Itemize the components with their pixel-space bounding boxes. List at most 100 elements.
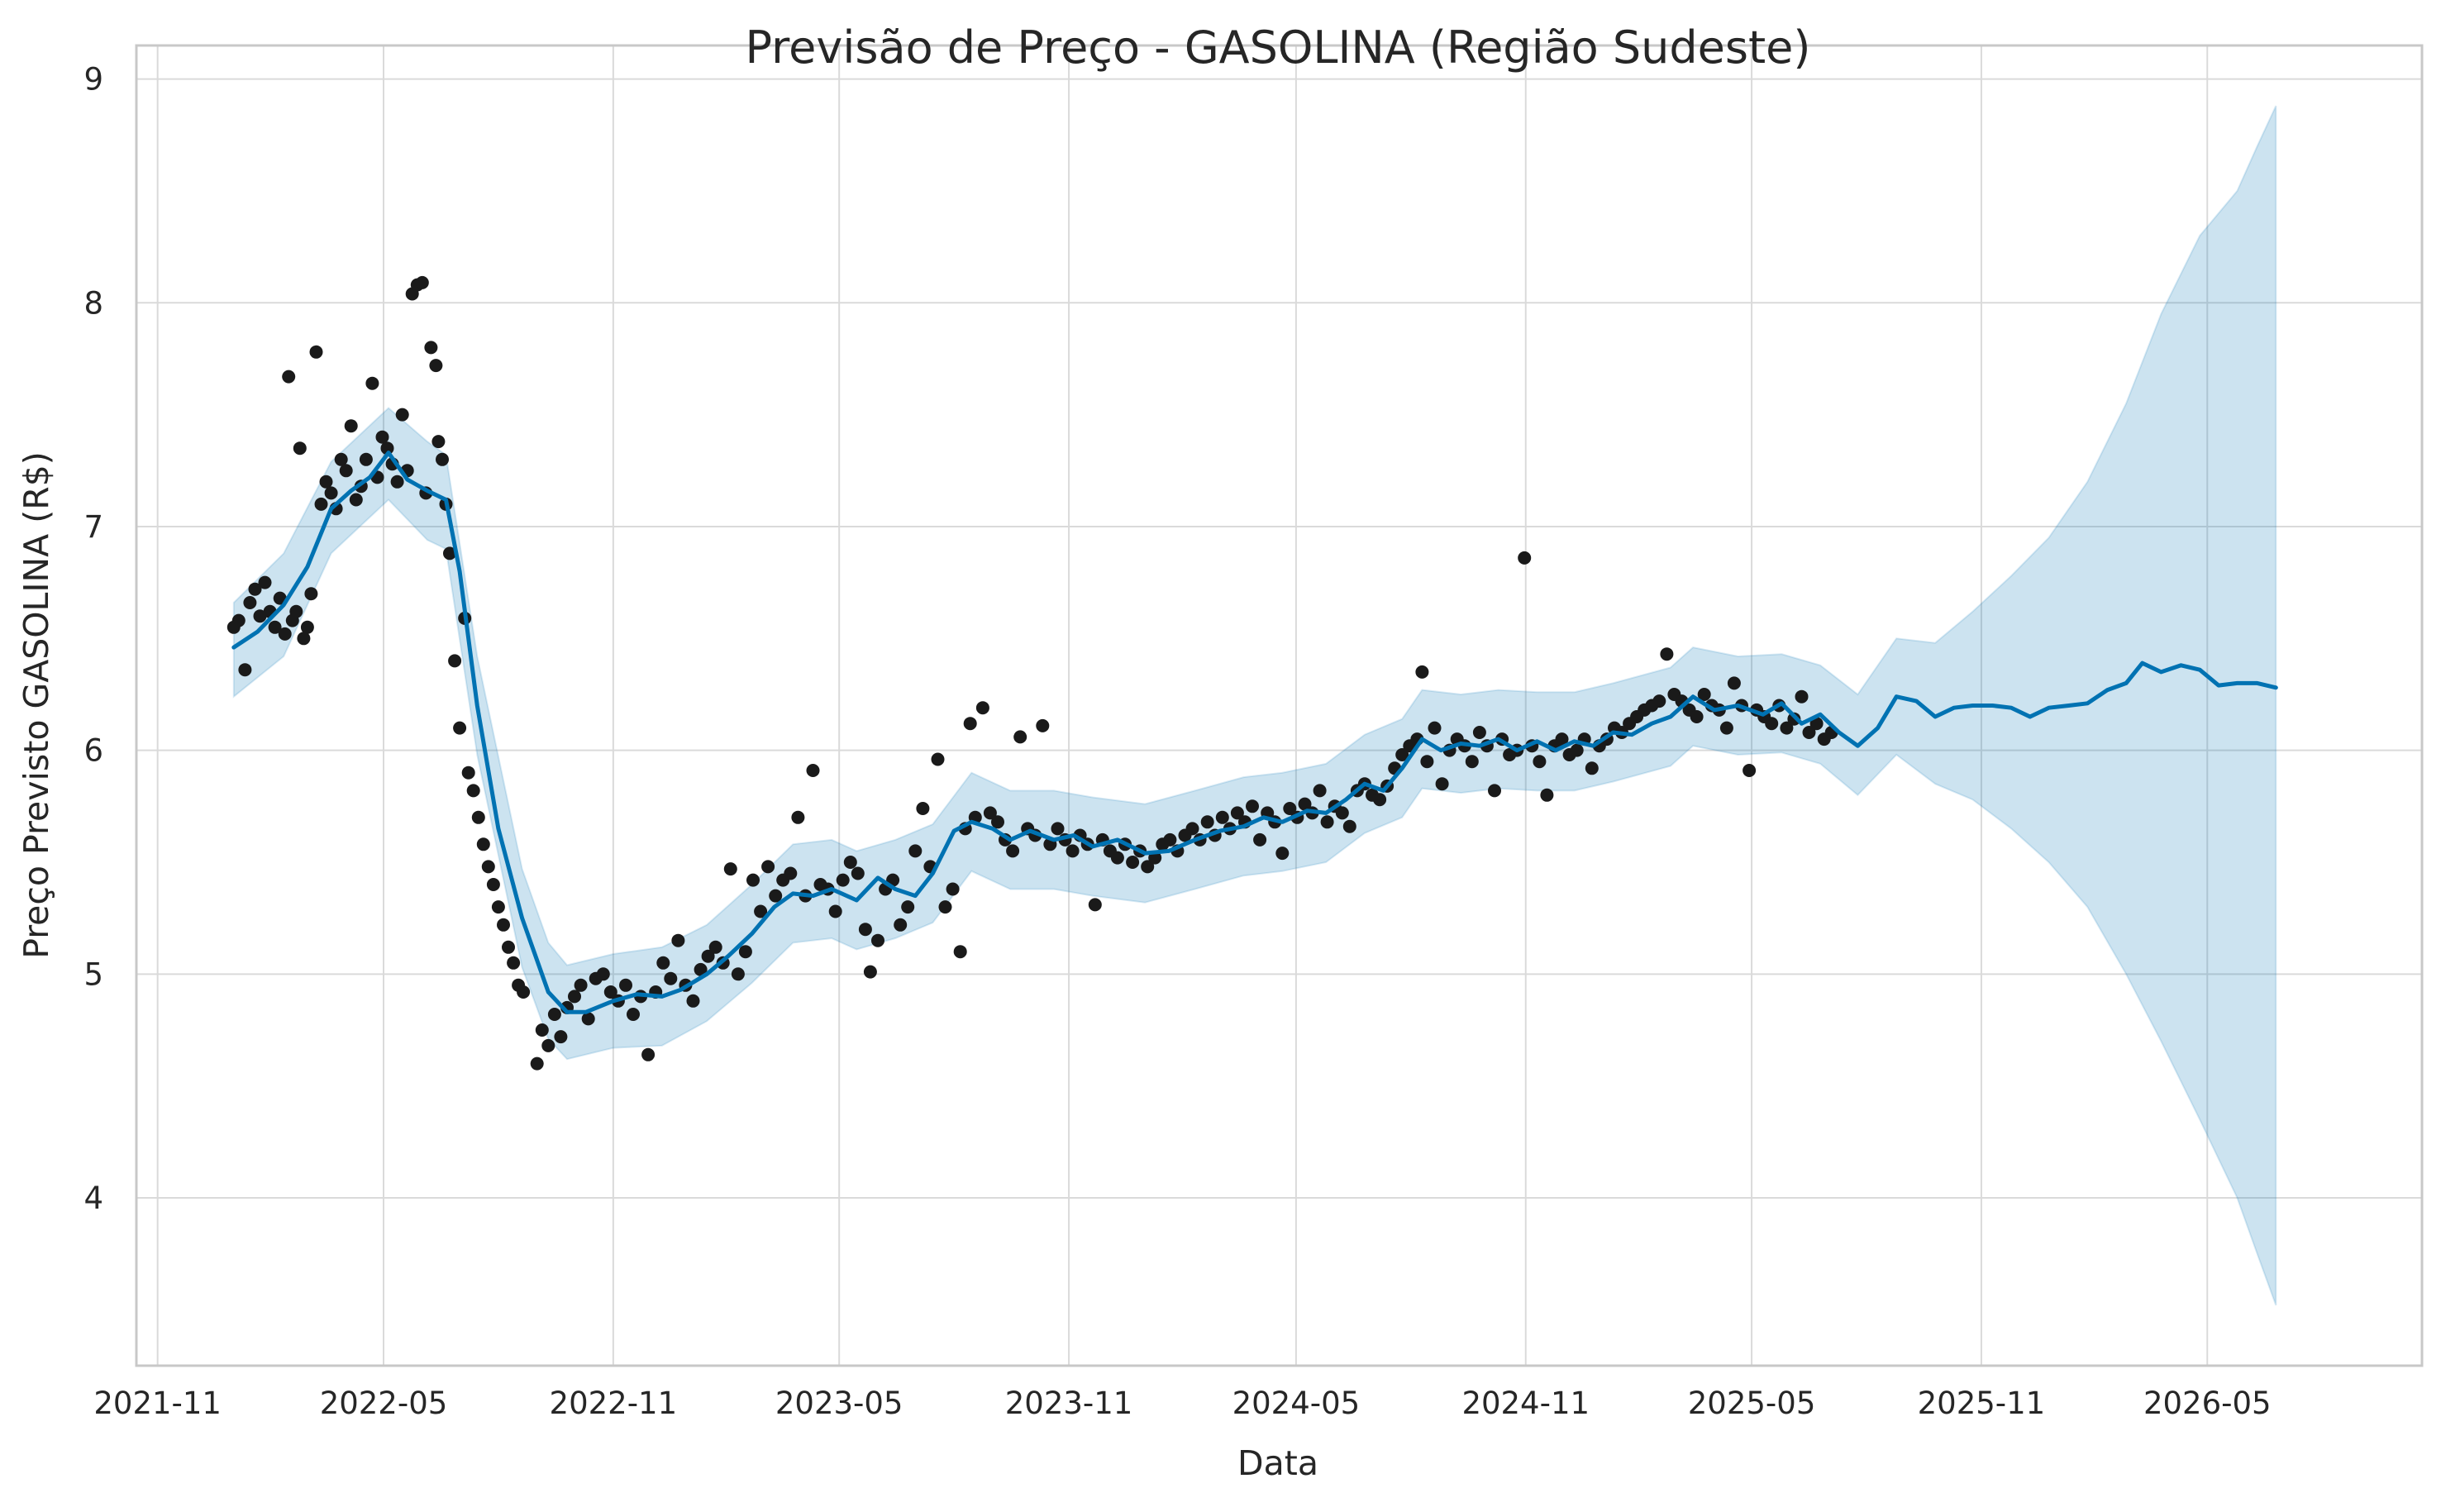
- observed-point: [908, 844, 923, 858]
- y-tick-label: 6: [83, 733, 103, 769]
- uncertainty-band-area: [232, 105, 2277, 1306]
- observed-point: [1420, 755, 1434, 769]
- observed-point: [541, 1038, 555, 1052]
- x-tick-label: 2025-05: [1688, 1386, 1816, 1421]
- observed-point: [1743, 764, 1757, 777]
- observed-point: [828, 904, 842, 918]
- observed-point: [1141, 860, 1155, 874]
- observed-point: [1555, 732, 1569, 746]
- observed-point: [916, 802, 930, 815]
- observed-point: [476, 837, 490, 851]
- observed-point: [1088, 898, 1102, 912]
- observed-point: [1765, 717, 1779, 731]
- observed-point: [365, 376, 379, 390]
- observed-point: [1200, 815, 1214, 829]
- observed-point: [946, 882, 960, 896]
- observed-point: [324, 486, 338, 500]
- observed-point: [806, 764, 820, 777]
- observed-point: [431, 435, 446, 449]
- observed-point: [1518, 551, 1532, 565]
- observed-point: [424, 341, 438, 355]
- observed-point: [738, 945, 752, 959]
- observed-point: [289, 604, 303, 618]
- observed-point: [1230, 806, 1244, 820]
- forecast-line-path: [231, 451, 2278, 1014]
- observed-point: [1283, 802, 1297, 815]
- observed-point: [319, 475, 333, 489]
- observed-point: [344, 419, 358, 433]
- plot-frame: [135, 44, 2424, 1367]
- observed-point: [273, 591, 287, 605]
- y-tick-label: 7: [83, 509, 103, 545]
- observed-point: [991, 815, 1004, 829]
- observed-point: [1652, 694, 1666, 708]
- y-tick-label: 5: [83, 956, 103, 992]
- observed-point: [1660, 647, 1674, 661]
- observed-point: [297, 632, 311, 646]
- observed-point: [448, 654, 462, 668]
- observed-point: [436, 452, 449, 466]
- observed-point: [507, 956, 521, 970]
- observed-point: [1395, 748, 1409, 761]
- observed-point: [481, 860, 495, 874]
- observed-point: [664, 971, 678, 985]
- x-tick-label: 2025-11: [1918, 1386, 2046, 1421]
- observed-point: [1697, 688, 1711, 701]
- observed-point: [1036, 718, 1050, 732]
- observed-point: [1051, 822, 1065, 836]
- observed-point: [641, 1047, 656, 1061]
- observed-point: [596, 967, 610, 981]
- x-tick-label: 2024-11: [1461, 1386, 1590, 1421]
- observed-point: [517, 985, 531, 999]
- observed-point: [568, 990, 581, 1004]
- y-tick-label: 4: [83, 1181, 103, 1216]
- observed-point: [1215, 810, 1229, 824]
- observed-point: [243, 596, 257, 609]
- observed-point: [278, 627, 292, 641]
- observed-point: [791, 810, 805, 824]
- observed-point: [746, 873, 760, 887]
- observed-point: [443, 546, 456, 560]
- observed-points: [226, 275, 1838, 1071]
- observed-point: [953, 945, 967, 959]
- observed-point: [535, 1023, 549, 1037]
- observed-point: [619, 978, 632, 992]
- observed-point: [471, 810, 485, 824]
- observed-point: [415, 275, 429, 289]
- observed-point: [1126, 856, 1140, 869]
- observed-point: [603, 985, 617, 999]
- observed-point: [769, 889, 783, 903]
- observed-point: [1298, 797, 1312, 811]
- observed-point: [554, 1030, 568, 1044]
- observed-point: [1342, 819, 1356, 833]
- observed-point: [453, 721, 467, 735]
- observed-point: [466, 784, 480, 798]
- x-tick-label: 2024-05: [1232, 1386, 1361, 1421]
- observed-point: [1690, 710, 1704, 723]
- observed-point: [547, 1008, 561, 1021]
- observed-point: [502, 940, 515, 954]
- observed-point: [851, 866, 865, 880]
- observed-point: [723, 862, 737, 876]
- observed-point: [293, 441, 307, 456]
- observed-point: [1540, 788, 1554, 802]
- observed-point: [1275, 847, 1290, 861]
- chart-title: Previsão de Preço - GASOLINA (Região Sud…: [746, 21, 1811, 74]
- observed-point: [429, 359, 443, 373]
- observed-point: [1066, 844, 1080, 858]
- observed-point: [300, 620, 314, 634]
- observed-point: [686, 994, 700, 1008]
- tick-labels: 2021-11 2022-05 2022-11 2023-05 2023-11 2024-…: [83, 62, 2271, 1421]
- observed-point: [497, 918, 510, 932]
- observed-point: [1585, 761, 1599, 775]
- observed-point: [1320, 815, 1334, 829]
- x-tick-label: 2021-11: [93, 1386, 222, 1421]
- observed-point: [1253, 832, 1267, 847]
- observed-point: [1185, 822, 1199, 836]
- observed-point: [983, 806, 997, 820]
- x-tick-label: 2022-11: [550, 1386, 678, 1421]
- observed-point: [963, 717, 977, 731]
- observed-point: [1246, 799, 1259, 813]
- observed-point: [863, 965, 877, 979]
